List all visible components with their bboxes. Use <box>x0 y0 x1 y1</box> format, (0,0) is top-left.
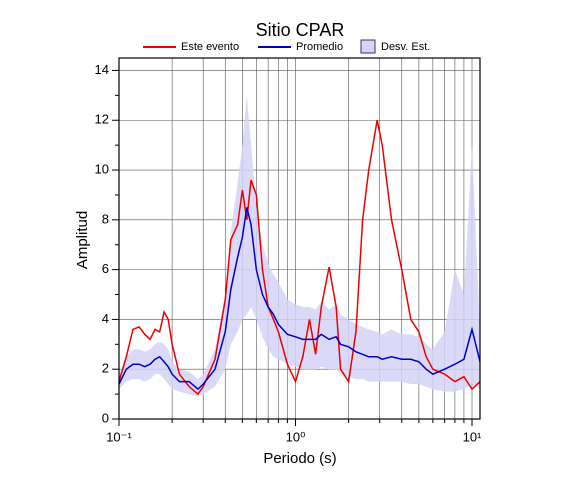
y-tick-label: 10 <box>95 161 109 176</box>
x-tick-label: 10⁰ <box>286 429 306 444</box>
std-band <box>119 95 480 397</box>
y-tick-label: 6 <box>102 261 109 276</box>
x-tick-label: 10¹ <box>463 429 482 444</box>
legend-label: Desv. Est. <box>381 41 430 53</box>
legend-swatch <box>360 39 376 54</box>
legend-label: Este evento <box>181 41 239 53</box>
chart-title: Sitio CPAR <box>256 20 345 40</box>
x-axis-label: Periodo (s) <box>263 450 336 467</box>
legend-label: Promedio <box>296 41 343 53</box>
y-tick-label: 4 <box>102 311 109 326</box>
x-tick-label: 10⁻¹ <box>106 429 132 444</box>
y-tick-label: 2 <box>102 361 109 376</box>
series-line <box>118 207 481 391</box>
series-line <box>118 120 481 396</box>
y-tick-label: 0 <box>102 410 109 425</box>
y-tick-label: 12 <box>95 112 109 127</box>
y-tick-label: 8 <box>102 211 109 226</box>
y-tick-label: 14 <box>95 62 109 77</box>
y-axis-label: Amplitud <box>74 211 91 269</box>
plot-frame <box>118 57 481 420</box>
